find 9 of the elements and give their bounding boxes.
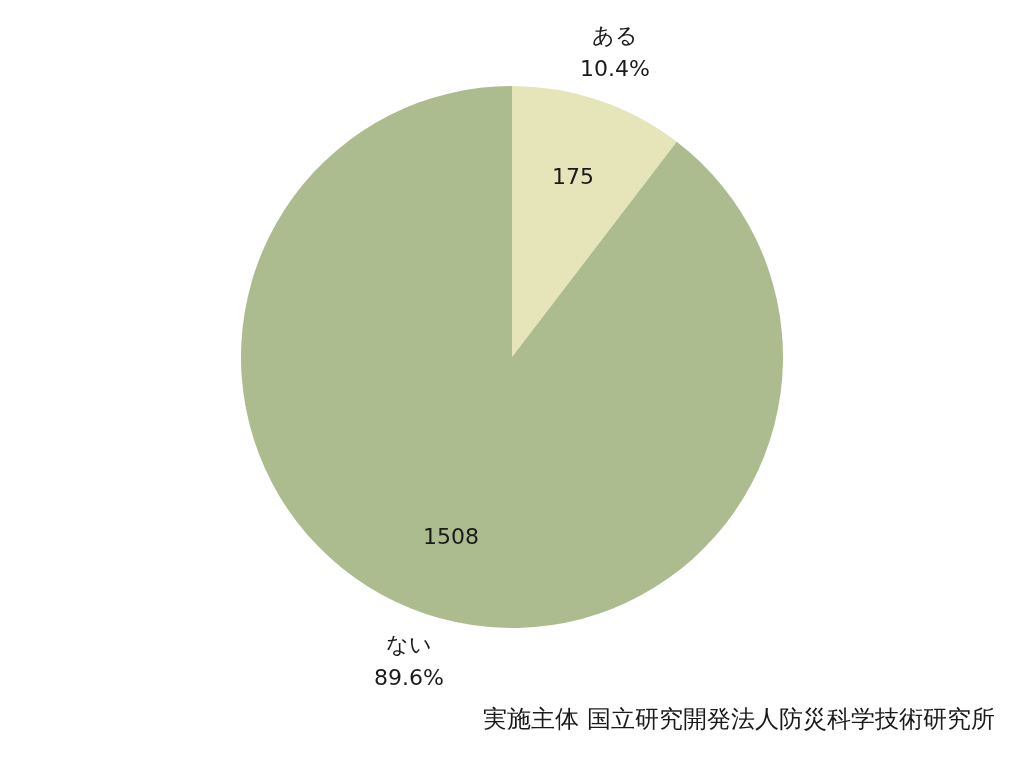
slice-label: ない	[386, 631, 432, 657]
pie-slice	[512, 86, 677, 357]
text: 実施主体 国立研究開発法人防災科学技術研究所	[483, 705, 995, 733]
slice-label: ある	[592, 23, 638, 49]
text: 10.4%	[580, 56, 650, 82]
data-label: 1508	[423, 523, 480, 549]
data-label: 175	[551, 164, 594, 190]
text: 89.6%	[374, 664, 444, 690]
pie-slice	[241, 86, 783, 628]
